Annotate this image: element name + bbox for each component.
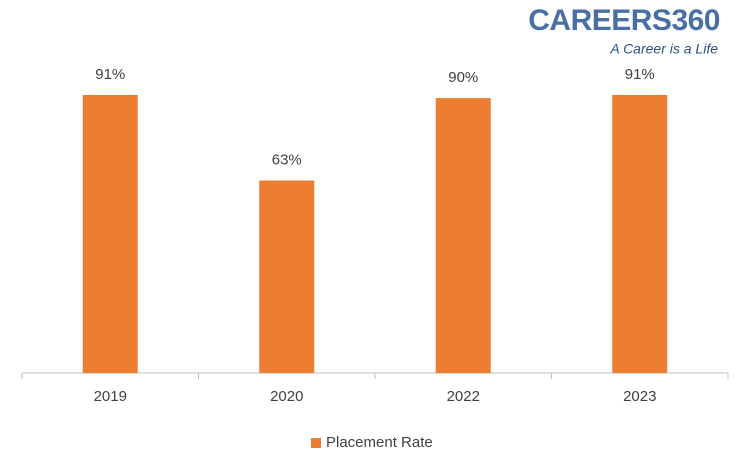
bar — [259, 180, 315, 373]
logo-tagline: A Career is a Life — [609, 41, 718, 57]
x-tick-label: 2019 — [94, 388, 127, 405]
x-tick-label: 2023 — [623, 388, 656, 405]
bar — [435, 98, 491, 374]
x-tick-label: 2020 — [270, 388, 303, 405]
data-label: 63% — [272, 152, 302, 169]
data-label: 90% — [448, 69, 478, 86]
bar — [612, 94, 668, 374]
legend-label: Placement Rate — [326, 434, 433, 451]
legend-swatch — [311, 438, 321, 448]
bar — [82, 94, 138, 374]
x-tick-label: 2022 — [447, 388, 480, 405]
data-label: 91% — [625, 66, 655, 83]
data-label: 91% — [95, 66, 125, 83]
logo-name: CAREERS360 — [528, 4, 720, 37]
